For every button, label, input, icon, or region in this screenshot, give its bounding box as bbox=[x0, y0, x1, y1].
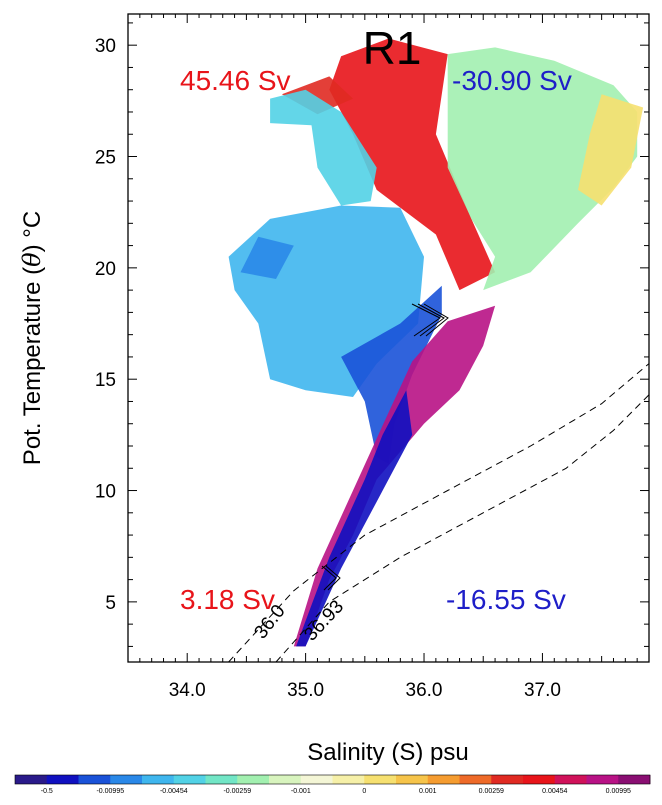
colorbar-segment bbox=[396, 775, 429, 784]
region-salty-warm-east-fringe bbox=[578, 94, 644, 206]
region-warm-salty-positive bbox=[329, 38, 496, 291]
colorbar-segment bbox=[618, 775, 651, 784]
region-deep-positive-band bbox=[293, 305, 496, 647]
y-axis-title-start: Pot. Temperature ( bbox=[19, 267, 46, 465]
y-axis-title: Pot. Temperature (θ) °C bbox=[18, 211, 46, 465]
y-axis-title-theta: θ bbox=[18, 252, 46, 267]
region-central-water-negative bbox=[341, 285, 442, 464]
transport-regions bbox=[228, 38, 644, 647]
colorbar-label: 0.00259 bbox=[479, 788, 504, 795]
colorbar-label: -0.5 bbox=[41, 788, 53, 795]
mean-markers bbox=[321, 303, 449, 591]
colorbar-frame bbox=[14, 774, 651, 785]
colorbar-segment bbox=[78, 775, 111, 784]
colorbar-segment bbox=[205, 775, 238, 784]
x-tick-label: 34.0 bbox=[169, 680, 206, 701]
density-contour-0 bbox=[228, 363, 649, 662]
y-tick-label: 15 bbox=[95, 370, 116, 391]
y-tick-label: 5 bbox=[105, 593, 116, 614]
colorbar-label: -0.001 bbox=[291, 788, 311, 795]
transport-top-right: -30.90 Sv bbox=[452, 65, 572, 96]
region-warm-fresh-positive bbox=[281, 76, 353, 115]
colorbar-segment bbox=[427, 775, 460, 784]
colorbar-segment bbox=[459, 775, 492, 784]
colorbar-segment bbox=[142, 775, 175, 784]
colorbar-label: -0.00454 bbox=[160, 788, 188, 795]
x-tick-label: 37.0 bbox=[524, 680, 561, 701]
colorbar-label: 0.001 bbox=[419, 788, 437, 795]
transport-top-left: 45.46 Sv bbox=[180, 65, 291, 96]
colorbar-segment bbox=[300, 775, 333, 784]
colorbar-segment bbox=[491, 775, 524, 784]
colorbar-segment bbox=[523, 775, 556, 784]
colorbar-label: 0 bbox=[362, 788, 366, 795]
chart-title: R1 bbox=[363, 22, 422, 74]
y-tick-label: 30 bbox=[95, 36, 116, 57]
colorbar-segment bbox=[46, 775, 79, 784]
y-axis: 5 10 15 20 25 30 bbox=[95, 22, 649, 647]
region-warm-fresh-negative bbox=[270, 89, 377, 206]
region-salty-warm-east bbox=[447, 47, 638, 291]
x-axis-title: Salinity (S) psu bbox=[307, 739, 468, 766]
x-tick-label: 36.0 bbox=[406, 680, 443, 701]
x-tick-label: 35.0 bbox=[287, 680, 324, 701]
colorbar-label: -0.00995 bbox=[96, 788, 124, 795]
x-axis: 34.0 35.0 36.0 37.0 bbox=[139, 14, 638, 701]
y-tick-label: 10 bbox=[95, 482, 116, 503]
colorbar-segment bbox=[237, 775, 270, 784]
y-tick-label: 25 bbox=[95, 148, 116, 169]
colorbar-segment bbox=[364, 775, 397, 784]
colorbar-segment bbox=[173, 775, 206, 784]
transport-bottom-right: -16.55 Sv bbox=[446, 584, 566, 615]
transport-bottom-left: 3.18 Sv bbox=[180, 584, 275, 615]
y-tick-label: 20 bbox=[95, 259, 116, 280]
colorbar-segment bbox=[586, 775, 619, 784]
colorbar-segment bbox=[554, 775, 587, 784]
colorbar: -0.5 -0.00995 -0.00454 -0.00259 -0.001 0 0.001… bbox=[14, 774, 651, 795]
colorbar-segment bbox=[332, 775, 365, 784]
region-deep-negative-band bbox=[296, 390, 413, 647]
lower-mean-marker bbox=[321, 565, 341, 591]
y-axis-title-end: ) °C bbox=[19, 211, 46, 253]
density-contour-1 bbox=[275, 394, 649, 662]
colorbar-label: -0.00259 bbox=[223, 788, 251, 795]
colorbar-segment bbox=[15, 775, 48, 784]
colorbar-label: 0.00995 bbox=[606, 788, 631, 795]
region-scattered-fresh-cold bbox=[240, 236, 294, 279]
upper-mean-marker bbox=[411, 303, 449, 337]
density-contours bbox=[228, 363, 649, 662]
colorbar-segment bbox=[110, 775, 143, 784]
colorbar-segment bbox=[269, 775, 302, 784]
colorbar-label: 0.00454 bbox=[542, 788, 567, 795]
